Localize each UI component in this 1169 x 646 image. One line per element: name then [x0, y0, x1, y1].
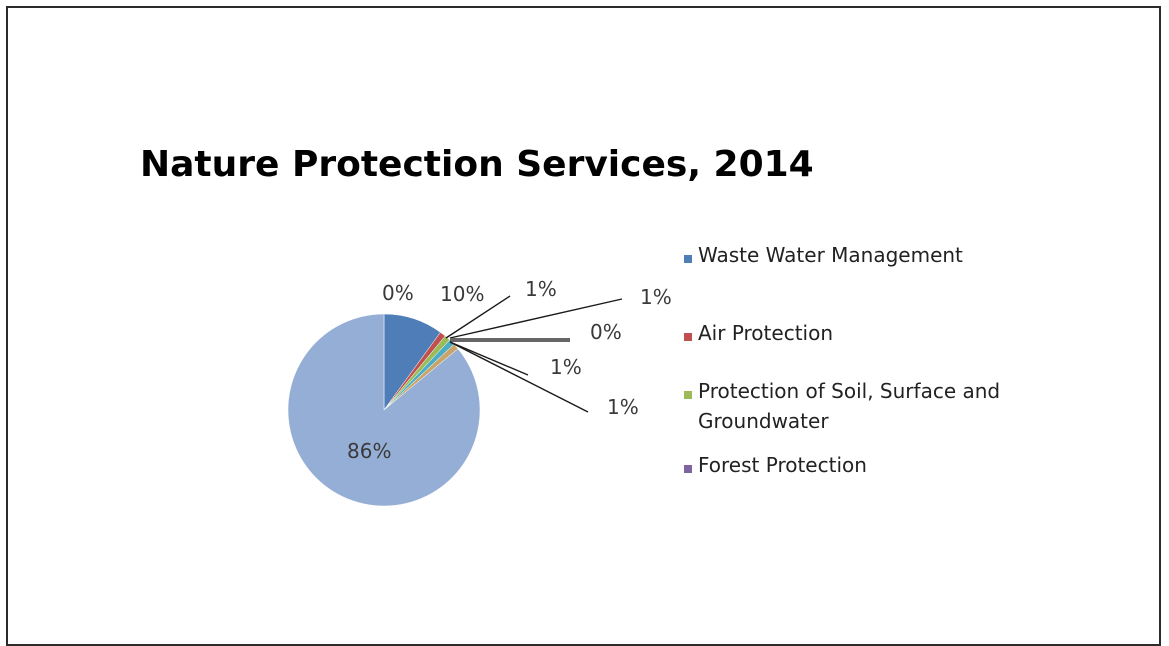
- legend-item: Protection of Soil, Surface and Groundwa…: [684, 376, 1018, 436]
- chart-frame: [6, 6, 1161, 646]
- legend-label: Air Protection: [698, 321, 833, 345]
- data-label: 0%: [382, 281, 414, 305]
- legend-swatch: [684, 465, 692, 473]
- data-label: 1%: [607, 395, 639, 419]
- legend-label: Forest Protection: [698, 453, 867, 477]
- data-label: 1%: [550, 355, 582, 379]
- legend-label: Protection of Soil, Surface and Groundwa…: [698, 379, 1001, 433]
- data-label: 0%: [590, 320, 622, 344]
- legend-item: Air Protection: [684, 318, 1018, 348]
- legend-label: Waste Water Management: [698, 243, 963, 267]
- legend-item: Forest Protection: [684, 450, 1018, 480]
- pie-chart: 10% 1% 1% 0% 1% 1% 86% 0%: [287, 277, 672, 507]
- legend-swatch: [684, 333, 692, 341]
- legend-swatch: [684, 391, 692, 399]
- leader-line: [449, 298, 623, 339]
- data-label: 1%: [525, 277, 557, 301]
- legend-swatch: [684, 255, 692, 263]
- data-label: 10%: [440, 282, 484, 306]
- legend-item: Waste Water Management: [684, 240, 1018, 270]
- pie-slice: [287, 313, 481, 507]
- data-label: 86%: [347, 439, 391, 463]
- leader-lines: [445, 295, 623, 413]
- pie-slices: [287, 313, 481, 507]
- leader-line: [449, 341, 589, 413]
- chart-title: Nature Protection Services, 2014: [140, 144, 814, 185]
- data-label: 1%: [640, 285, 672, 309]
- leader-line: [445, 295, 511, 339]
- leader-line: [449, 341, 529, 376]
